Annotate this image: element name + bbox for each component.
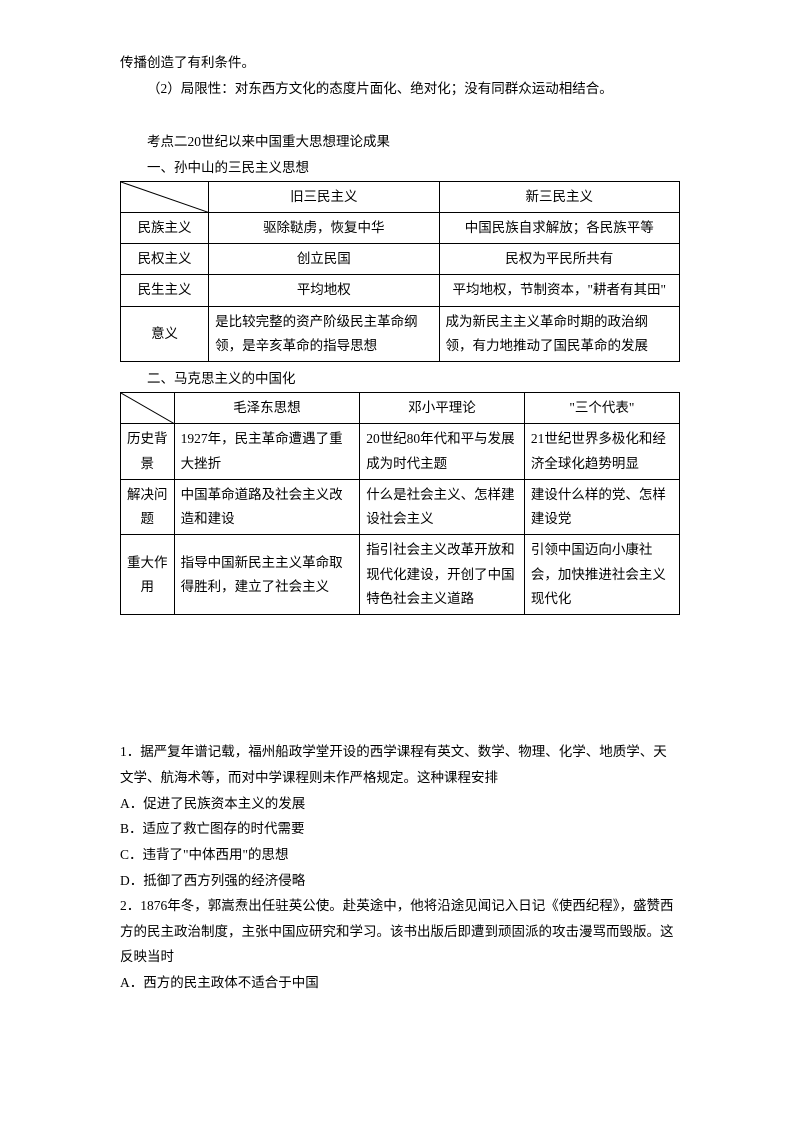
t2-r1-label: 历史背景 [121, 424, 175, 480]
t1-r1-label: 民族主义 [121, 212, 209, 243]
t1-r4-old: 是比较完整的资产阶级民主革命纲领，是辛亥革命的指导思想 [209, 306, 439, 362]
table-row: 历史背景 1927年，民主革命遭遇了重大挫折 20世纪80年代和平与发展成为时代… [121, 424, 680, 480]
t1-r1-old: 驱除鞑虏，恢复中华 [209, 212, 439, 243]
table-row: 民族主义 驱除鞑虏，恢复中华 中国民族自求解放；各民族平等 [121, 212, 680, 243]
q1-stem: 1．据严复年谱记载，福州船政学堂开设的西学课程有英文、数学、物理、化学、地质学、… [120, 739, 680, 790]
t2-r3-c3: 引领中国迈向小康社会，加快推进社会主义现代化 [524, 535, 679, 615]
table-row: 意义 是比较完整的资产阶级民主革命纲领，是辛亥革命的指导思想 成为新民主主义革命… [121, 306, 680, 362]
t2-r2-c3: 建设什么样的党、怎样建设党 [524, 479, 679, 535]
q2-a: A．西方的民主政体不适合于中国 [120, 970, 680, 996]
t2-h2: 邓小平理论 [360, 392, 525, 423]
t1-r2-old: 创立民国 [209, 244, 439, 275]
table-sanmin: 旧三民主义 新三民主义 民族主义 驱除鞑虏，恢复中华 中国民族自求解放；各民族平… [120, 181, 680, 363]
table-row: 民生主义 平均地权 平均地权，节制资本，"耕者有其田" [121, 275, 680, 306]
table-row: 解决问题 中国革命道路及社会主义改造和建设 什么是社会主义、怎样建设社会主义 建… [121, 479, 680, 535]
q1-b: B．适应了救亡图存的时代需要 [120, 816, 680, 842]
t1-r2-label: 民权主义 [121, 244, 209, 275]
table-row: 民权主义 创立民国 民权为平民所共有 [121, 244, 680, 275]
t1-r1-new: 中国民族自求解放；各民族平等 [439, 212, 680, 243]
q1-a: A．促进了民族资本主义的发展 [120, 791, 680, 817]
topic2-title: 考点二20世纪以来中国重大思想理论成果 [120, 129, 680, 155]
q1-c: C．违背了"中体西用"的思想 [120, 842, 680, 868]
t2-r1-c2: 20世纪80年代和平与发展成为时代主题 [360, 424, 525, 480]
t2-r1-c3: 21世纪世界多极化和经济全球化趋势明显 [524, 424, 679, 480]
t2-h1: 毛泽东思想 [174, 392, 360, 423]
topic2-sub2: 二、马克思主义的中国化 [120, 366, 680, 392]
t2-r3-label: 重大作用 [121, 535, 175, 615]
t1-r3-label: 民生主义 [121, 275, 209, 306]
q2-stem: 2．1876年冬，郭嵩焘出任驻英公使。赴英途中，他将沿途见闻记入日记《使西纪程》… [120, 893, 680, 970]
table-marxism: 毛泽东思想 邓小平理论 "三个代表" 历史背景 1927年，民主革命遭遇了重大挫… [120, 392, 680, 615]
table-row: 重大作用 指导中国新民主主义革命取得胜利，建立了社会主义 指引社会主义改革开放和… [121, 535, 680, 615]
table2-diag-header [121, 392, 175, 423]
t2-r1-c1: 1927年，民主革命遭遇了重大挫折 [174, 424, 360, 480]
intro-line-1: 传播创造了有利条件。 [120, 50, 680, 76]
table1-h-new: 新三民主义 [439, 181, 680, 212]
q1-d: D．抵御了西方列强的经济侵略 [120, 868, 680, 894]
t1-r4-label: 意义 [121, 306, 209, 362]
t1-r3-new: 平均地权，节制资本，"耕者有其田" [439, 275, 680, 306]
table1-h-old: 旧三民主义 [209, 181, 439, 212]
t2-r2-c1: 中国革命道路及社会主义改造和建设 [174, 479, 360, 535]
intro-line-2: （2）局限性：对东西方文化的态度片面化、绝对化；没有同群众运动相结合。 [120, 76, 680, 102]
topic2-sub1: 一、孙中山的三民主义思想 [120, 155, 680, 181]
t1-r3-old: 平均地权 [209, 275, 439, 306]
t1-r4-new: 成为新民主主义革命时期的政治纲领，有力地推动了国民革命的发展 [439, 306, 680, 362]
table1-diag-header [121, 181, 209, 212]
t1-r2-new: 民权为平民所共有 [439, 244, 680, 275]
t2-r2-c2: 什么是社会主义、怎样建设社会主义 [360, 479, 525, 535]
t2-r2-label: 解决问题 [121, 479, 175, 535]
t2-h3: "三个代表" [524, 392, 679, 423]
t2-r3-c1: 指导中国新民主主义革命取得胜利，建立了社会主义 [174, 535, 360, 615]
t2-r3-c2: 指引社会主义改革开放和现代化建设，开创了中国特色社会主义道路 [360, 535, 525, 615]
